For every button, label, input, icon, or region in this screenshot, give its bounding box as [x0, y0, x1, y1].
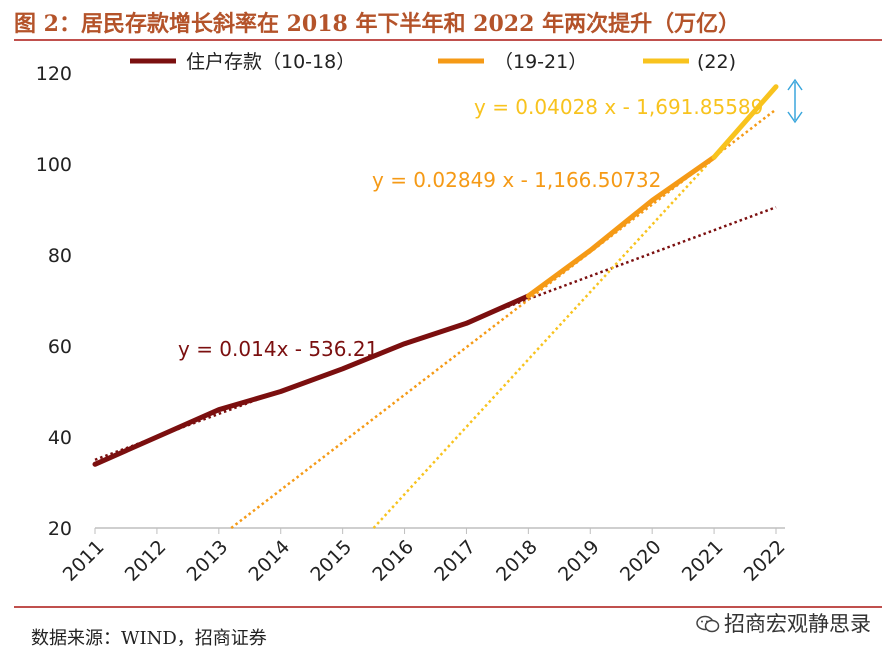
y-tick-label: 120	[36, 63, 72, 85]
x-tick-label: 2022	[740, 536, 790, 586]
x-tick-label: 2020	[616, 536, 666, 586]
series-line	[711, 84, 779, 160]
series-lines	[92, 84, 779, 467]
x-tick-label: 2019	[554, 536, 604, 586]
trendline-equations: y = 0.014x - 536.21 y = 0.02849 x - 1,166…	[178, 95, 763, 361]
trendline-equation: y = 0.02849 x - 1,166.50732	[372, 168, 661, 192]
chart-legend: 住户存款（10-18） （19-21） (22)	[130, 51, 736, 73]
footer-divider	[14, 606, 882, 608]
x-tick-label: 2013	[183, 536, 233, 586]
x-tick-label: 2021	[678, 536, 728, 586]
wechat-icon	[696, 615, 720, 633]
series-line	[525, 154, 717, 299]
x-tick-label: 2017	[430, 536, 480, 586]
arrow-head-down	[787, 111, 803, 124]
slope-increase-arrow	[787, 78, 803, 124]
title-divider	[14, 39, 882, 41]
x-tick-label: 2011	[59, 536, 109, 586]
trendline	[372, 156, 716, 529]
watermark-text: 招商宏观静思录	[724, 612, 871, 636]
trendline-equation: y = 0.04028 x - 1,691.85589	[474, 95, 763, 119]
chart-title: 图 2：居民存款增长斜率在 2018 年下半年和 2022 年两次提升（万亿）	[14, 11, 741, 37]
series-line	[92, 293, 531, 467]
x-tick-label: 2018	[492, 536, 542, 586]
watermark: 招商宏观静思录	[696, 608, 871, 638]
legend-label: 住户存款（10-18）	[186, 51, 355, 73]
x-tick-label: 2015	[306, 536, 356, 586]
y-tick-label: 60	[48, 336, 72, 358]
legend-label: （19-21）	[494, 51, 587, 73]
data-source: 数据来源：WIND，招商证券	[31, 628, 267, 649]
arrow-head-up	[787, 78, 803, 91]
trendline-equation: y = 0.014x - 536.21	[178, 337, 378, 361]
y-tick-label: 100	[36, 154, 72, 176]
y-tick-label: 20	[48, 518, 72, 540]
x-tick-label: 2016	[368, 536, 418, 586]
y-tick-label: 40	[48, 427, 72, 449]
x-tick-label: 2012	[121, 536, 171, 586]
x-tick-label: 2014	[245, 536, 295, 586]
y-tick-label: 80	[48, 245, 72, 267]
legend-label: (22)	[697, 51, 736, 73]
chart-axes	[94, 527, 785, 534]
